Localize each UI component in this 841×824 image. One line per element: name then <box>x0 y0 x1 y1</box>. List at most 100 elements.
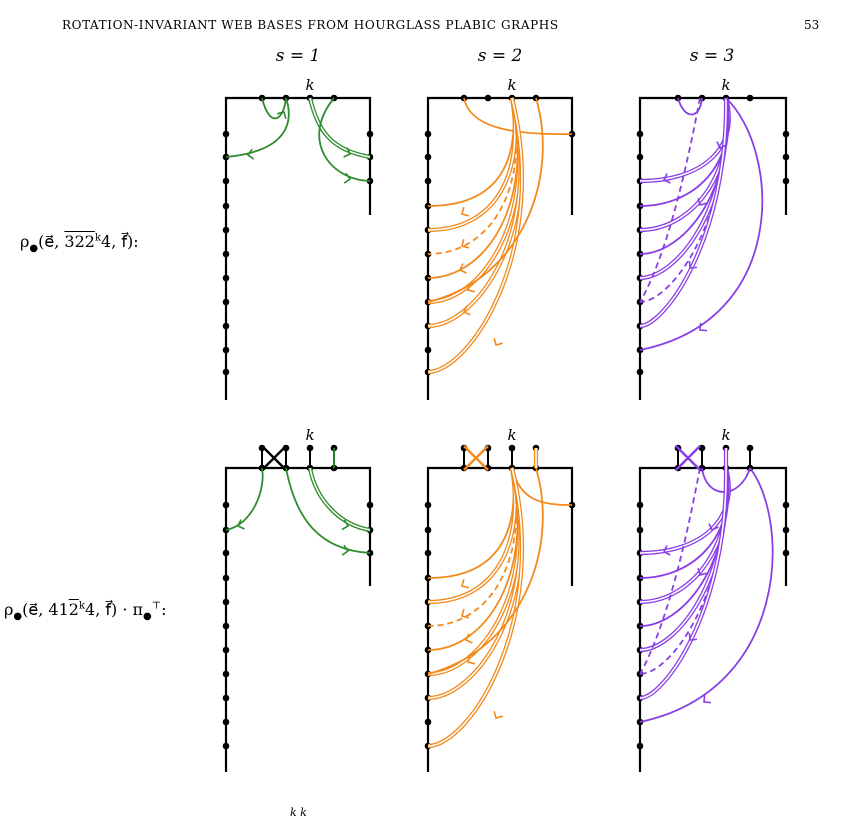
panel-r2-s1-strand-c <box>285 467 371 554</box>
panel-r2-s3-arrow <box>708 523 719 532</box>
panel-r2-s2-boundary <box>426 466 574 772</box>
panel-r1-s2-top-vertex <box>484 94 492 102</box>
panel-r1-s3-strand-dash <box>639 97 701 303</box>
panel-r1-s3-top-vertex <box>746 94 754 102</box>
panel-r2-s3-right-vertex <box>782 501 790 509</box>
panel-r1-s1-strand-d <box>318 97 371 182</box>
row-label-1: ρ●(e⃗, 322k4, f⃗): <box>20 232 139 255</box>
panel-r1-s2-strand-top <box>463 97 573 136</box>
panel-r2-s1-stub-vertex <box>306 444 314 452</box>
column-label-s1: s = 1 <box>275 46 321 66</box>
panel-r1-s2-strand-outer <box>427 97 544 303</box>
panel-r2-s3-left-vertex <box>636 742 644 750</box>
panel-r2-s2-arrow <box>493 710 504 719</box>
panel-r2-s2-strand-1 <box>427 467 518 605</box>
panel-r2-s1-left-vertex <box>222 718 230 726</box>
panel-r2-s1-left-vertex <box>222 574 230 582</box>
panel-r1-s3-k-label: k <box>721 76 730 94</box>
panel-r1-s3-arrow <box>662 173 671 184</box>
panel-r2-s1-arrow <box>341 519 350 531</box>
panel-r2-s2-strand-1-inner <box>427 467 516 603</box>
panel-r2-s3-arrow <box>697 567 708 576</box>
panel-r1-s1-strand-b <box>225 97 290 158</box>
panel-r1-s1-left-vertex <box>222 202 230 210</box>
panel-r2-s2-left-vertex <box>424 526 432 534</box>
panel-r1-s2-strand-6-inner <box>427 97 523 373</box>
panel-r1-s2-left-vertex <box>424 153 432 161</box>
panel-r2-s1-crossing <box>261 445 287 471</box>
panel-r1-s2-arrow <box>461 206 470 217</box>
panel-r1-s3-arrow <box>699 322 708 332</box>
panel-r1-s2-arrow <box>493 337 504 346</box>
panel-r2-s1-left-vertex <box>222 670 230 678</box>
panel-r1-s1-k-label: k <box>305 76 314 94</box>
panel-r2-s2-left-vertex <box>424 718 432 726</box>
page-number: 53 <box>804 18 820 32</box>
panel-r2-s1-k-label: k <box>305 426 314 444</box>
panel-r2-s3-left-vertex <box>636 526 644 534</box>
panel-r2-s2-arrow <box>467 654 476 665</box>
panel-r2-s1-strand-a <box>225 467 264 531</box>
panel-r1-s2-strand-6 <box>427 97 524 375</box>
panel-r2-s2-strand-6 <box>427 467 524 749</box>
panel-r1-s2-arrow <box>461 238 470 249</box>
panel-r1-s1-arrow <box>276 111 287 120</box>
panel-r1-s2-left-vertex <box>424 177 432 185</box>
panel-r2-s2-left-vertex <box>424 501 432 509</box>
panel-r2-s1-left-vertex <box>222 501 230 509</box>
panel-r2-s3-arrow <box>662 545 671 556</box>
panel-r1-s3-strand-a <box>677 97 703 116</box>
panel-r2-s2-k-label: k <box>507 426 516 444</box>
panel-r2-s3-strand-dash <box>639 467 701 675</box>
panel-r2-s1-boundary <box>224 466 372 772</box>
panel-r1-s3-right-vertex <box>782 153 790 161</box>
panel-r1-s3-strand-6 <box>639 97 729 329</box>
panel-r2-s1-left-vertex <box>222 622 230 630</box>
panel-r1-s2-boundary <box>426 96 574 400</box>
column-label-s2: s = 2 <box>477 46 523 66</box>
panel-r1-s1-left-vertex <box>222 226 230 234</box>
panel-r1-s1-right-vertex <box>366 130 374 138</box>
panel-r1-s2-k-label: k <box>507 76 516 94</box>
panel-r1-s1-strand-a <box>261 97 287 120</box>
panel-r2-s2-strand-6-inner <box>427 467 523 747</box>
panel-r1-s3-strand-6-inner <box>639 97 727 327</box>
panel-r2-s1-arrow <box>236 519 245 530</box>
panel-r1-s2-arrow <box>458 263 467 274</box>
panel-r1-s2-arrow <box>467 282 476 293</box>
panel-r1-s1-arrow <box>343 172 352 184</box>
panel-r2-s1-arrow <box>341 544 350 556</box>
panel-r2-s2-crossing <box>463 445 489 471</box>
panel-r2-s2-arrow <box>461 578 470 589</box>
panel-r2-s1-strand-b <box>307 467 371 533</box>
panel-r1-s1-strand-c-inner <box>309 97 371 158</box>
panel-r1-s3-right-vertex <box>782 130 790 138</box>
panel-r2-s3-arrow <box>688 632 698 641</box>
panel-r1-s1-arrow <box>246 148 255 160</box>
panel-r2-s3-strand-6-inner <box>639 467 727 699</box>
panel-r2-s1-strand-b-inner <box>309 467 371 531</box>
panel-r2-s1-left-vertex <box>222 742 230 750</box>
panel-r1-s3-strand-outer <box>639 97 764 351</box>
row-label-2: ρ●(e⃗, 412k4, f⃗) · π●⊤: <box>4 600 167 623</box>
panel-r2-s1-left-vertex <box>222 694 230 702</box>
running-title: ROTATION-INVARIANT WEB BASES FROM HOURGL… <box>62 18 559 32</box>
panel-r2-s1-left-vertex <box>222 598 230 606</box>
panel-r2-s3-crossing <box>675 445 701 471</box>
panel-r1-s2-arrow <box>462 305 471 316</box>
panel-r2-s3-strand-5 <box>639 467 727 675</box>
panel-r1-s1-arrow <box>343 147 352 158</box>
panel-r1-s1-boundary <box>224 96 372 400</box>
panel-r1-s3-arrow <box>697 197 708 206</box>
page-header: ROTATION-INVARIANT WEB BASES FROM HOURGL… <box>0 18 841 38</box>
panel-r1-s1-left-vertex <box>222 346 230 354</box>
panel-r2-s3-right-vertex <box>782 526 790 534</box>
panel-r1-s2-left-vertex <box>424 346 432 354</box>
panel-r1-s2-left-vertex <box>424 130 432 138</box>
panel-r1-s3-left-vertex <box>636 130 644 138</box>
panel-r2-s3-right-vertex <box>782 549 790 557</box>
panel-r1-s1-left-vertex <box>222 274 230 282</box>
panel-r2-s1-left-vertex <box>222 646 230 654</box>
panel-r2-s2-strand-outer <box>427 467 544 675</box>
panel-r2-s3-stub-vertex <box>746 444 754 452</box>
